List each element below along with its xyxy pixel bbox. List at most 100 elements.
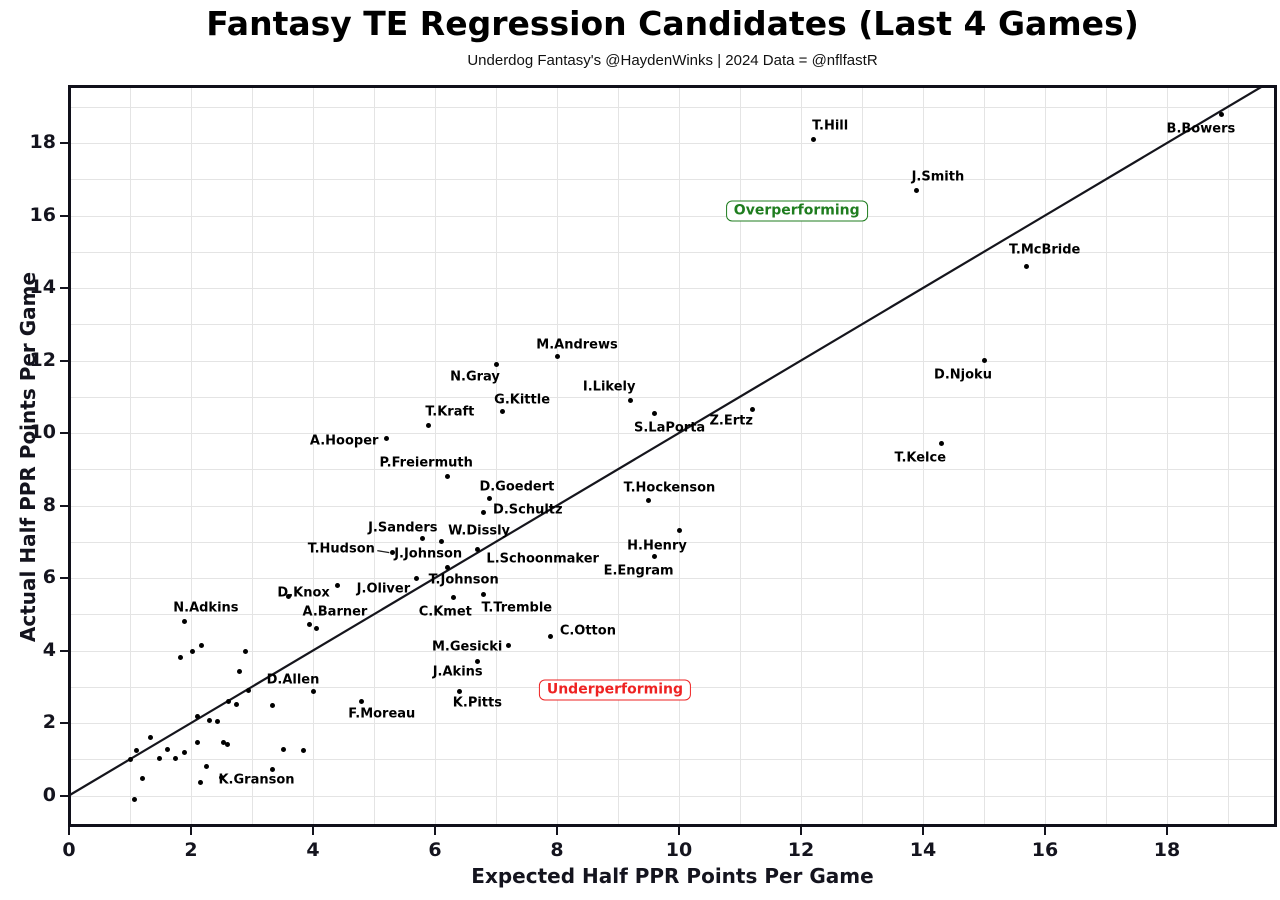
data-point xyxy=(177,654,183,660)
data-point xyxy=(207,717,213,723)
y-tick-label: 8 xyxy=(42,493,56,516)
gridline-vertical xyxy=(862,85,863,827)
data-point-t-hockenson xyxy=(646,497,651,503)
x-tick-label: 8 xyxy=(550,839,564,861)
y-tick-mark xyxy=(60,214,68,217)
data-point xyxy=(220,740,226,746)
y-tick-label: 10 xyxy=(29,421,56,443)
gridline-vertical xyxy=(496,85,497,827)
gridline-horizontal xyxy=(68,541,1277,543)
gridline-horizontal xyxy=(68,433,1277,434)
point-label-n-adkins: N.Adkins xyxy=(173,600,239,615)
gridline-vertical xyxy=(1045,85,1046,827)
data-point-j-oliver xyxy=(334,582,340,588)
gridline-vertical xyxy=(313,85,314,827)
data-point-a-barner xyxy=(307,621,313,627)
point-label-a-hooper: A.Hooper xyxy=(309,433,379,449)
data-point xyxy=(139,776,145,782)
point-label-m-andrews: M.Andrews xyxy=(536,337,618,353)
point-label-i-likely: I.Likely xyxy=(582,379,636,395)
x-tick-mark xyxy=(678,827,680,835)
label-leader-line xyxy=(377,549,390,554)
x-tick-label: 18 xyxy=(1153,839,1181,861)
point-label-c-kmet: C.Kmet xyxy=(418,604,472,620)
point-label-t-johnson: T.Johnson xyxy=(428,572,499,588)
data-point-l-schoonmaker xyxy=(475,546,481,552)
point-label-h-henry: H.Henry xyxy=(627,538,687,554)
data-point xyxy=(313,625,319,631)
gridline-horizontal xyxy=(68,469,1277,471)
y-tick-label: 6 xyxy=(42,566,56,588)
annotation-overperforming: Overperforming xyxy=(725,200,868,222)
gridline-horizontal xyxy=(68,143,1277,144)
y-tick-label: 12 xyxy=(29,348,56,371)
y-tick-label: 14 xyxy=(29,276,56,298)
data-point-d-goedert xyxy=(487,495,493,501)
x-tick-label: 0 xyxy=(62,839,76,861)
point-label-j-johnson: J.Johnson xyxy=(394,546,463,562)
data-point-m-andrews xyxy=(554,354,560,360)
gridline-horizontal xyxy=(68,650,1277,652)
x-tick-mark xyxy=(68,827,70,835)
data-point-z-ertz xyxy=(749,406,755,412)
y-tick-mark xyxy=(60,142,68,144)
y-tick-label: 0 xyxy=(42,783,56,806)
point-label-s-laporta: S.LaPorta xyxy=(633,420,706,436)
data-point xyxy=(148,734,154,740)
gridline-horizontal xyxy=(68,106,1277,108)
chart-subtitle: Underdog Fantasy's @HaydenWinks | 2024 D… xyxy=(467,52,878,69)
point-label-e-engram: E.Engram xyxy=(603,563,674,579)
data-point-t-hudson xyxy=(389,550,395,556)
data-point-j-johnson xyxy=(444,564,450,570)
data-point-n-gray xyxy=(493,361,499,367)
data-point-g-kittle xyxy=(499,408,505,414)
identity-line xyxy=(68,85,1267,797)
point-label-w-dissly: W.Dissly xyxy=(448,523,511,539)
gridline-horizontal xyxy=(68,396,1277,398)
point-label-t-hill: T.Hill xyxy=(812,118,849,134)
data-point-m-gesicki xyxy=(505,642,511,648)
gridline-vertical xyxy=(1228,85,1229,827)
data-point-d-knox xyxy=(286,593,292,599)
data-point xyxy=(195,740,201,746)
point-label-f-moreau: F.Moreau xyxy=(348,706,416,722)
x-tick-mark xyxy=(800,827,802,835)
data-point-w-dissly xyxy=(438,539,444,545)
data-point-k-granson xyxy=(219,774,224,780)
x-tick-label: 4 xyxy=(306,839,320,861)
gridline-horizontal xyxy=(68,614,1277,616)
x-tick-label: 16 xyxy=(1031,839,1059,861)
point-label-z-ertz: Z.Ertz xyxy=(709,413,753,429)
gridline-vertical xyxy=(557,85,558,827)
x-tick-mark xyxy=(190,827,192,835)
x-tick-mark xyxy=(922,827,924,835)
plot-area: T.Hill B.Bowers J.Smith T.McBride M.Andrews D… xyxy=(68,85,1277,827)
gridline-horizontal xyxy=(68,179,1277,181)
data-point-t-johnson xyxy=(414,575,420,581)
y-tick-label: 2 xyxy=(42,711,56,733)
data-point-s-laporta xyxy=(652,410,658,416)
gridline-vertical xyxy=(191,85,192,827)
point-label-t-hockenson: T.Hockenson xyxy=(623,480,716,496)
x-tick-mark xyxy=(1044,827,1046,835)
point-label-t-tremble: T.Tremble xyxy=(481,600,553,616)
data-point-j-sanders xyxy=(420,535,426,541)
x-tick-label: 2 xyxy=(184,839,198,861)
gridline-horizontal xyxy=(68,360,1277,362)
y-tick-label: 16 xyxy=(29,203,56,226)
data-point-t-tremble xyxy=(481,591,487,597)
x-tick-mark xyxy=(1166,827,1168,835)
x-tick-label: 10 xyxy=(665,839,693,861)
data-point-t-kelce xyxy=(938,441,944,447)
point-label-d-schultz: D.Schultz xyxy=(493,502,563,518)
gridline-vertical xyxy=(374,85,375,827)
annotation-underperforming: Underperforming xyxy=(538,679,692,701)
gridline-vertical xyxy=(923,85,924,827)
y-tick-mark xyxy=(60,359,68,362)
y-tick-mark xyxy=(60,287,68,289)
gridline-horizontal xyxy=(68,251,1277,253)
data-point xyxy=(204,763,210,769)
gridline-vertical xyxy=(618,85,619,827)
point-label-t-mcbride: T.McBride xyxy=(1009,242,1081,258)
